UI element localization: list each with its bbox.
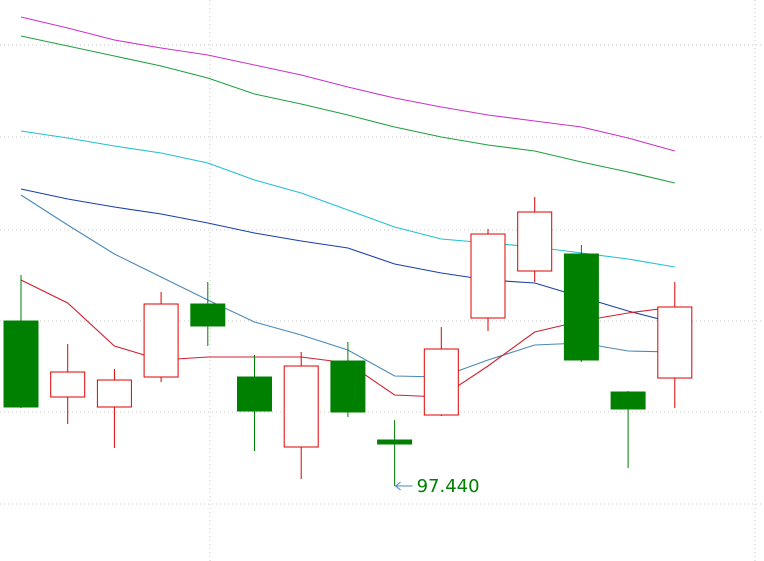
candle-body (330, 360, 366, 413)
grid (0, 44, 764, 505)
candle-body (143, 303, 179, 378)
candles (3, 197, 693, 486)
candle-body (50, 371, 86, 398)
ma-line (20, 35, 675, 184)
candle-body (237, 376, 272, 412)
candle-body (3, 320, 39, 408)
ma-line (20, 130, 675, 268)
candle-body (377, 439, 413, 445)
candle-body (283, 365, 319, 448)
candle-body (517, 211, 553, 272)
annotation-group: 97.440 (394, 476, 480, 497)
annotation-label: 97.440 (417, 476, 480, 497)
candle-body (470, 233, 506, 319)
candle-body (423, 348, 459, 416)
candle-body (657, 306, 693, 379)
annotation-arrow (394, 481, 413, 491)
ma-line (20, 16, 675, 152)
candle-body (610, 391, 646, 410)
candle-body (563, 253, 599, 361)
candle-body (190, 303, 226, 327)
candle-body (96, 379, 132, 408)
